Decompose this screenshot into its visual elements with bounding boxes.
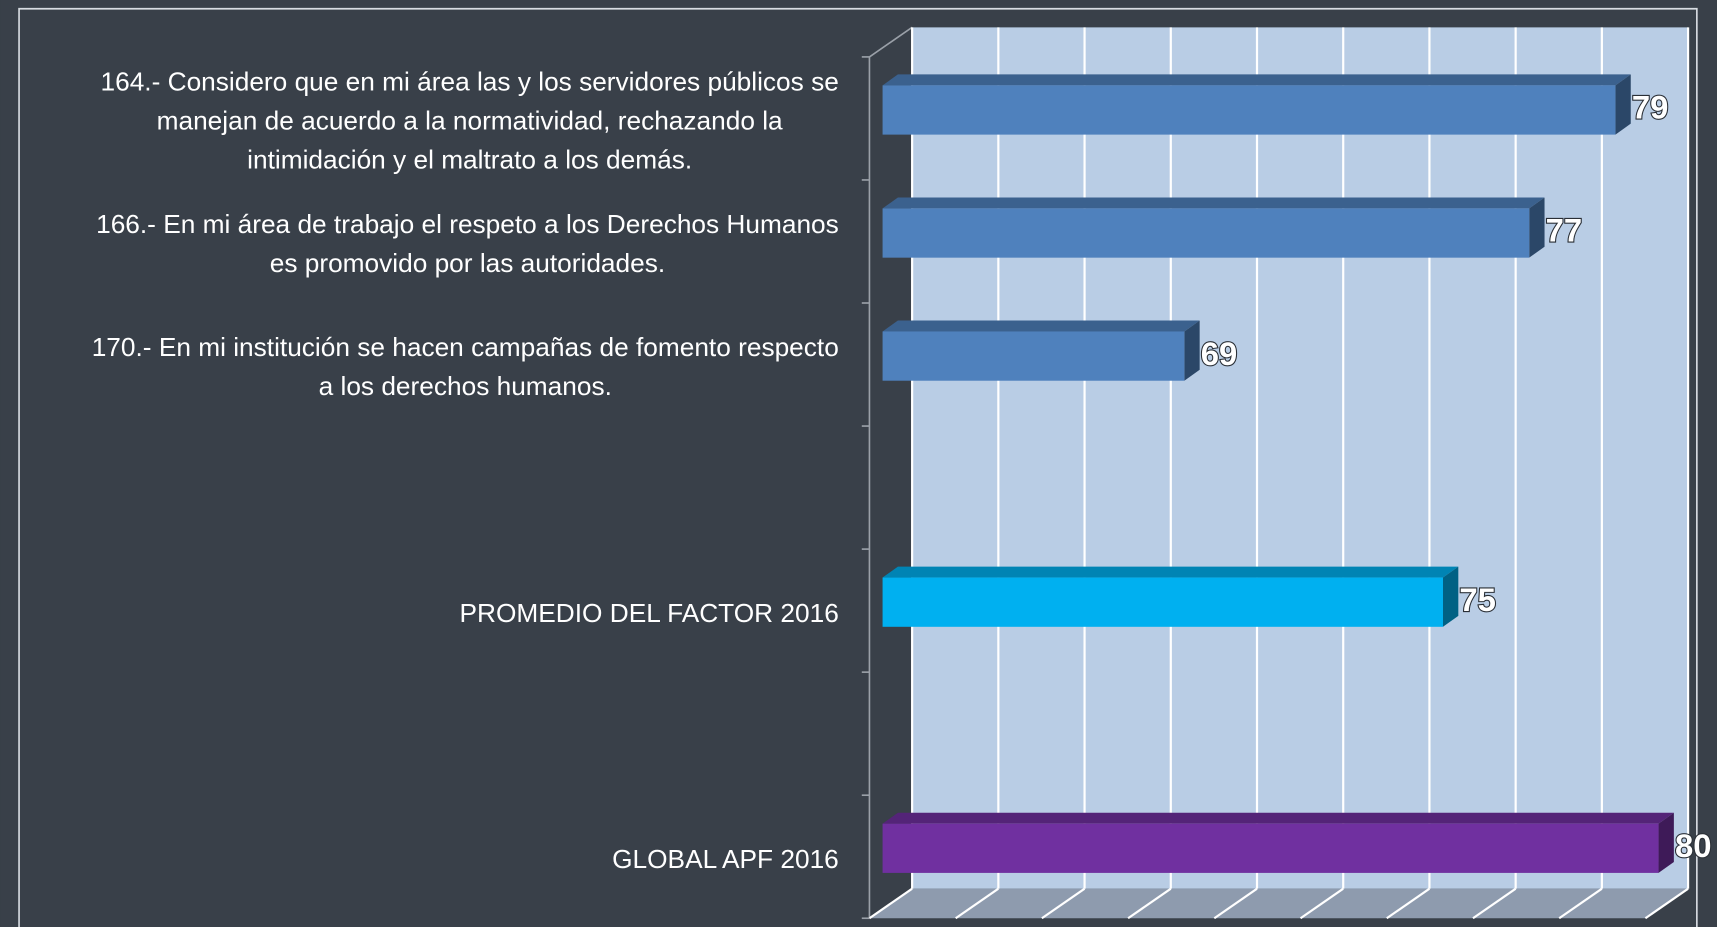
floor-grid-line	[868, 887, 913, 920]
floor-grid-line	[1041, 887, 1086, 920]
bar	[882, 331, 1185, 381]
bar	[882, 823, 1659, 873]
value-label: 80	[1675, 827, 1712, 864]
category-label: PROMEDIO DEL FACTOR 2016	[460, 598, 839, 628]
category-line: intimidación y el maltrato a los demás.	[247, 144, 692, 174]
category-label: 166.- En mi área de trabajo el respeto a…	[96, 209, 839, 278]
category-line: GLOBAL APF 2016	[612, 844, 839, 874]
value-label: 69	[1201, 335, 1238, 372]
axis-line	[868, 26, 913, 58]
value-label: 77	[1546, 212, 1583, 249]
bar-top	[882, 74, 1631, 86]
bar-side	[1658, 812, 1674, 873]
floor-grid-line	[1644, 887, 1689, 920]
category-line: manejan de acuerdo a la normatividad, re…	[157, 106, 783, 136]
category-label: 164.- Considero que en mi área las y los…	[101, 67, 839, 175]
value-label: 75	[1459, 581, 1496, 618]
value-label: 79	[1632, 89, 1669, 126]
floor-grid-line	[1558, 887, 1603, 920]
category-line: 166.- En mi área de trabajo el respeto a…	[96, 209, 839, 239]
floor-grid-line	[955, 887, 999, 920]
category-label: 170.- En mi institución se hacen campaña…	[92, 332, 839, 401]
bar	[882, 85, 1616, 135]
frame	[18, 7, 1698, 927]
bar-top	[882, 197, 1545, 209]
category-line: 164.- Considero que en mi área las y los…	[101, 67, 839, 97]
bar-side	[1529, 197, 1545, 258]
floor-grid-line	[1127, 887, 1172, 920]
back-wall	[912, 27, 1689, 889]
bar	[882, 577, 1443, 627]
floor-grid-line	[1386, 887, 1431, 920]
floor-grid-line	[1472, 887, 1517, 920]
bar-side	[1615, 74, 1631, 135]
bar-top	[882, 812, 1674, 824]
category-line: 170.- En mi institución se hacen campaña…	[92, 332, 839, 362]
bar-top	[882, 320, 1200, 332]
bar-top	[882, 566, 1459, 578]
category-line: PROMEDIO DEL FACTOR 2016	[460, 598, 839, 628]
category-label: GLOBAL APF 2016	[612, 844, 839, 874]
category-line: es promovido por las autoridades.	[270, 248, 665, 278]
bar-side	[1442, 566, 1459, 627]
bar	[882, 208, 1530, 258]
category-line: a los derechos humanos.	[319, 371, 612, 401]
bar-side	[1184, 320, 1200, 381]
floor-grid-line	[1299, 887, 1344, 920]
floor-grid-line	[1213, 887, 1258, 920]
